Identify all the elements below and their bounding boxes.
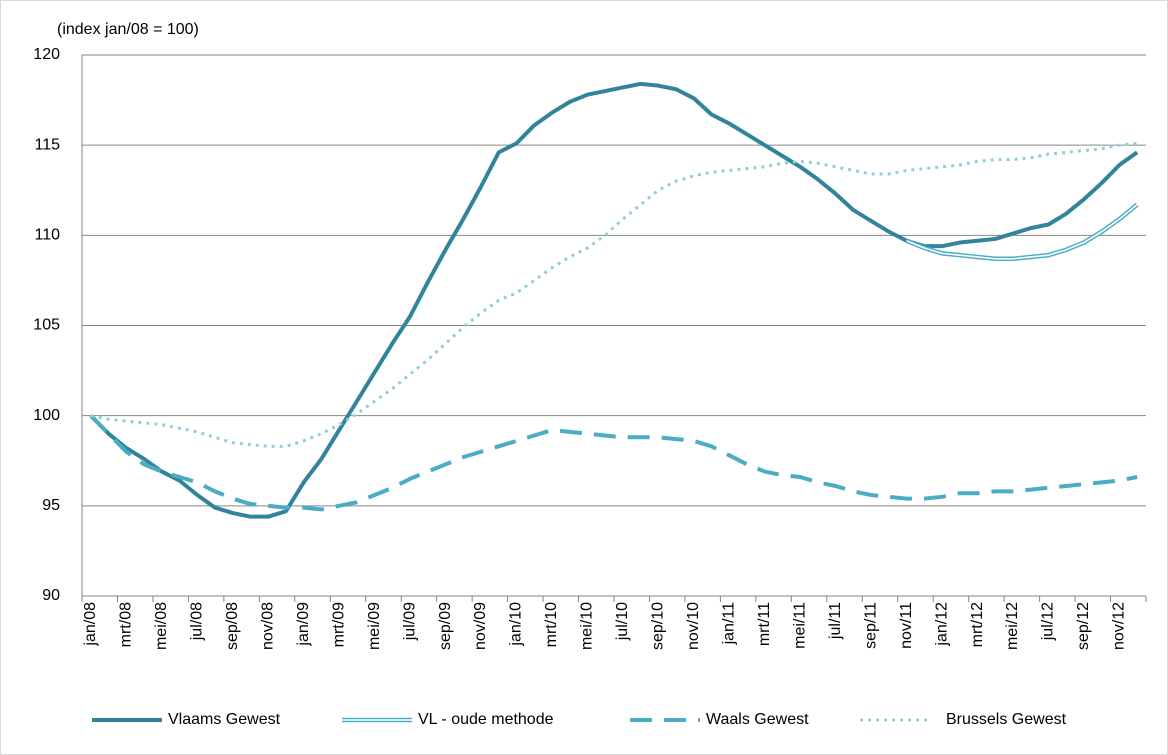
x-tick-label: nov/12: [1111, 602, 1128, 650]
x-tick-label: jul/09: [401, 602, 418, 641]
x-tick-label: jul/08: [188, 602, 205, 641]
x-tick-label: jan/08: [82, 602, 99, 647]
x-tick-label: mei/10: [579, 602, 596, 650]
legend-label: VL - oude methode: [418, 711, 554, 728]
x-tick-label: jul/12: [1040, 602, 1057, 641]
x-tick-label: jul/11: [827, 602, 844, 640]
x-tick-label: sep/11: [862, 602, 879, 649]
x-tick-label: mei/09: [366, 602, 383, 650]
x-tick-label: nov/11: [898, 602, 915, 649]
x-tick-label: jan/11: [720, 602, 737, 646]
y-tick-label: 95: [42, 497, 60, 514]
x-tick-label: nov/09: [472, 602, 489, 650]
series-line: [89, 81, 1139, 519]
x-tick-label: sep/12: [1075, 602, 1092, 650]
x-tick-label: sep/10: [650, 602, 667, 650]
x-tick-label: mrt/09: [330, 602, 347, 647]
x-tick-label: jan/12: [933, 602, 950, 647]
x-tick-label: nov/10: [685, 602, 702, 650]
x-tick-label: sep/08: [224, 602, 241, 650]
x-tick-label: mei/11: [791, 602, 808, 649]
series-line: [90, 141, 1138, 448]
y-tick-label: 105: [33, 317, 60, 334]
y-tick-label: 110: [34, 227, 60, 244]
series-line: [89, 414, 1138, 512]
x-tick-label: mei/08: [153, 602, 170, 650]
annotation: (index jan/08 = 100): [57, 21, 199, 38]
x-tick-label: mrt/12: [969, 602, 986, 647]
legend-label: Vlaams Gewest: [168, 711, 281, 728]
x-tick-label: mrt/10: [543, 602, 560, 647]
legend-label: Waals Gewest: [706, 711, 809, 728]
y-tick-label: 120: [33, 46, 60, 63]
y-tick-label: 115: [34, 136, 60, 153]
x-tick-label: jul/10: [614, 602, 631, 641]
x-tick-label: nov/08: [259, 602, 276, 650]
y-tick-label: 100: [33, 407, 60, 424]
series-line-inner: [906, 204, 1138, 260]
x-tick-label: jan/10: [508, 602, 525, 647]
legend-label: Brussels Gewest: [946, 711, 1067, 728]
x-tick-label: mrt/11: [756, 602, 773, 646]
y-tick-label: 90: [42, 587, 60, 604]
x-tick-label: mei/12: [1004, 602, 1021, 650]
x-tick-label: mrt/08: [118, 602, 135, 647]
x-tick-label: jan/09: [295, 602, 312, 647]
x-tick-label: sep/09: [437, 602, 454, 650]
